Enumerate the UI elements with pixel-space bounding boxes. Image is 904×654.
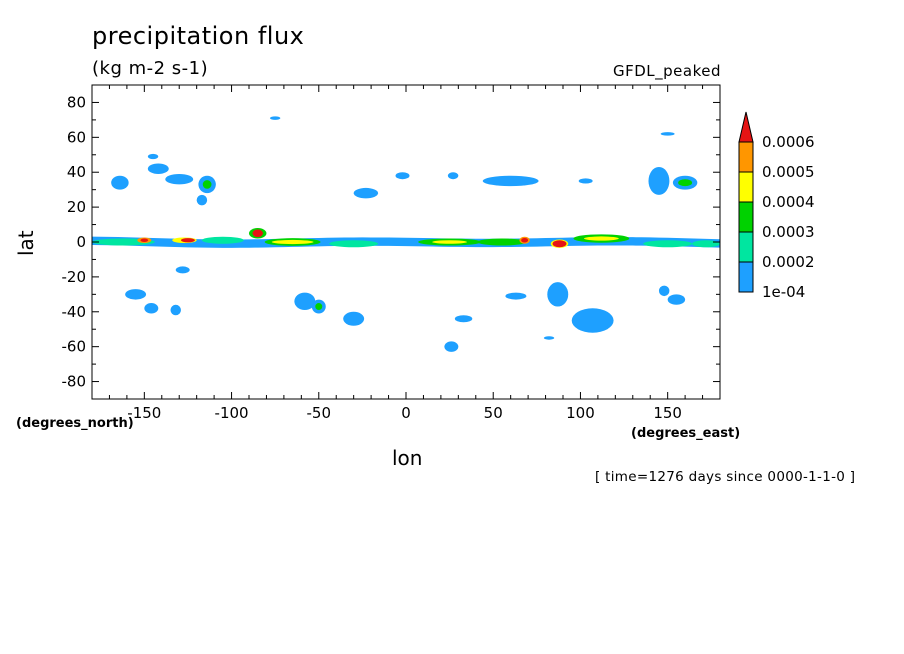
precip-cell — [454, 315, 473, 323]
precip-cell — [147, 153, 159, 160]
colorbar-label: 0.0006 — [762, 133, 815, 151]
precip-cell — [147, 163, 169, 174]
precip-cell — [269, 116, 281, 120]
precip-cell — [578, 178, 593, 184]
itcz-cell — [583, 236, 619, 241]
precip-cell — [447, 172, 459, 180]
itcz-cell — [180, 238, 195, 243]
x-axis-label: lon — [392, 446, 423, 470]
precip-cell — [196, 194, 208, 206]
colorbar-label: 0.0005 — [762, 163, 815, 181]
y-axis: 80 60 40 20 0 -20 -40 -60 -80 — [62, 84, 720, 400]
itcz-cell — [692, 240, 720, 248]
precip-cell — [111, 175, 129, 190]
precip-cell — [543, 336, 555, 340]
itcz-cell — [329, 240, 379, 248]
colorbar-box — [738, 171, 754, 203]
precip-cell — [315, 303, 323, 311]
precip-cell — [658, 285, 670, 297]
precip-field — [92, 116, 720, 352]
precip-cell — [202, 180, 212, 189]
y-axis-units: (degrees_north) — [16, 416, 134, 431]
colorbar-arrow — [738, 111, 754, 143]
plot-frame — [91, 84, 721, 400]
precip-cell — [505, 292, 527, 300]
precip-cell — [170, 304, 181, 316]
precip-cell — [678, 179, 693, 187]
colorbar-box — [738, 231, 754, 263]
precip-cell — [175, 266, 190, 274]
model-name: GFDL_peaked — [612, 62, 721, 80]
x-tick-label: -150 — [127, 404, 161, 422]
precip-cell — [444, 341, 459, 352]
y-tick-label: 0 — [76, 233, 86, 251]
itcz-cell — [252, 229, 263, 238]
itcz-cell — [643, 240, 693, 248]
precip-cell — [353, 187, 379, 199]
x-tick-label: 50 — [484, 404, 503, 422]
y-tick-label: -20 — [62, 268, 87, 286]
x-tick-label: -100 — [215, 404, 249, 422]
itcz-cell — [521, 237, 529, 243]
y-tick-label: -60 — [62, 338, 87, 356]
colorbar-label: 1e-04 — [762, 283, 805, 301]
colorbar-label: 0.0002 — [762, 253, 815, 271]
itcz-cell — [552, 240, 567, 248]
itcz-cell — [432, 240, 468, 244]
precip-cell — [343, 311, 365, 326]
chart-title: precipitation flux — [92, 22, 305, 50]
x-tick-label: 0 — [401, 404, 411, 422]
itcz-cell — [201, 236, 244, 244]
itcz-cell — [140, 238, 149, 242]
colorbar: 1e-04 0.0002 0.0003 0.0004 0.0005 0.0006 — [738, 111, 815, 301]
y-tick-label: -40 — [62, 303, 87, 321]
x-axis-units: (degrees_east) — [631, 426, 741, 441]
y-tick-label: 60 — [67, 128, 86, 146]
itcz-cell — [271, 239, 314, 245]
precip-cell — [482, 175, 539, 187]
x-axis: -150 -100 -50 0 50 100 150 — [91, 85, 721, 422]
precip-cell — [648, 166, 670, 195]
time-annotation: [ time=1276 days since 0000-1-1-0 ] — [595, 469, 856, 485]
x-tick-label: -50 — [307, 404, 332, 422]
precip-cell — [571, 308, 614, 333]
precip-cell — [165, 173, 194, 185]
precip-cell — [660, 132, 675, 136]
chart-units: (kg m-2 s-1) — [92, 58, 209, 79]
precip-cell — [667, 294, 686, 305]
y-tick-label: 80 — [67, 93, 86, 111]
precip-cell — [547, 282, 569, 307]
colorbar-label: 0.0004 — [762, 193, 815, 211]
colorbar-label: 0.0003 — [762, 223, 815, 241]
x-tick-label: 150 — [653, 404, 682, 422]
itcz-cell — [477, 238, 527, 246]
y-tick-label: 20 — [67, 198, 86, 216]
x-tick-label: 100 — [566, 404, 595, 422]
colorbar-box — [738, 141, 754, 173]
precip-cell — [294, 292, 316, 311]
colorbar-box — [738, 261, 754, 293]
y-tick-label: 40 — [67, 163, 86, 181]
y-tick-label: -80 — [62, 373, 87, 391]
colorbar-box — [738, 201, 754, 233]
precip-cell — [395, 172, 410, 180]
precip-cell — [125, 289, 147, 300]
precip-cell — [144, 303, 159, 314]
